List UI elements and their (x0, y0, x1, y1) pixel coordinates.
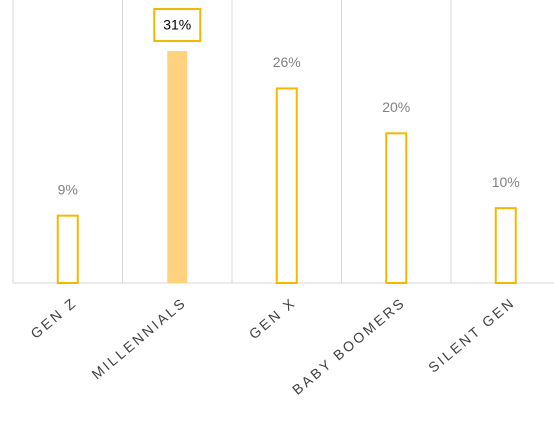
bar (385, 132, 408, 284)
bar (494, 207, 517, 284)
x-tick-label: GEN X (246, 294, 299, 342)
value-label: 31% (163, 17, 191, 33)
bar (56, 214, 79, 284)
x-tick-label: MILLENNIALS (88, 294, 189, 382)
bar (275, 87, 298, 284)
value-label: 26% (273, 54, 301, 70)
x-tick-label: GEN Z (27, 294, 80, 342)
value-label: 9% (58, 181, 78, 197)
label-box (153, 8, 202, 42)
value-label: 20% (382, 99, 410, 115)
x-tick-label: SILENT GEN (425, 294, 518, 376)
x-tick-label: BABY BOOMERS (289, 294, 408, 398)
value-label: 10% (492, 174, 520, 190)
bar (167, 51, 188, 283)
